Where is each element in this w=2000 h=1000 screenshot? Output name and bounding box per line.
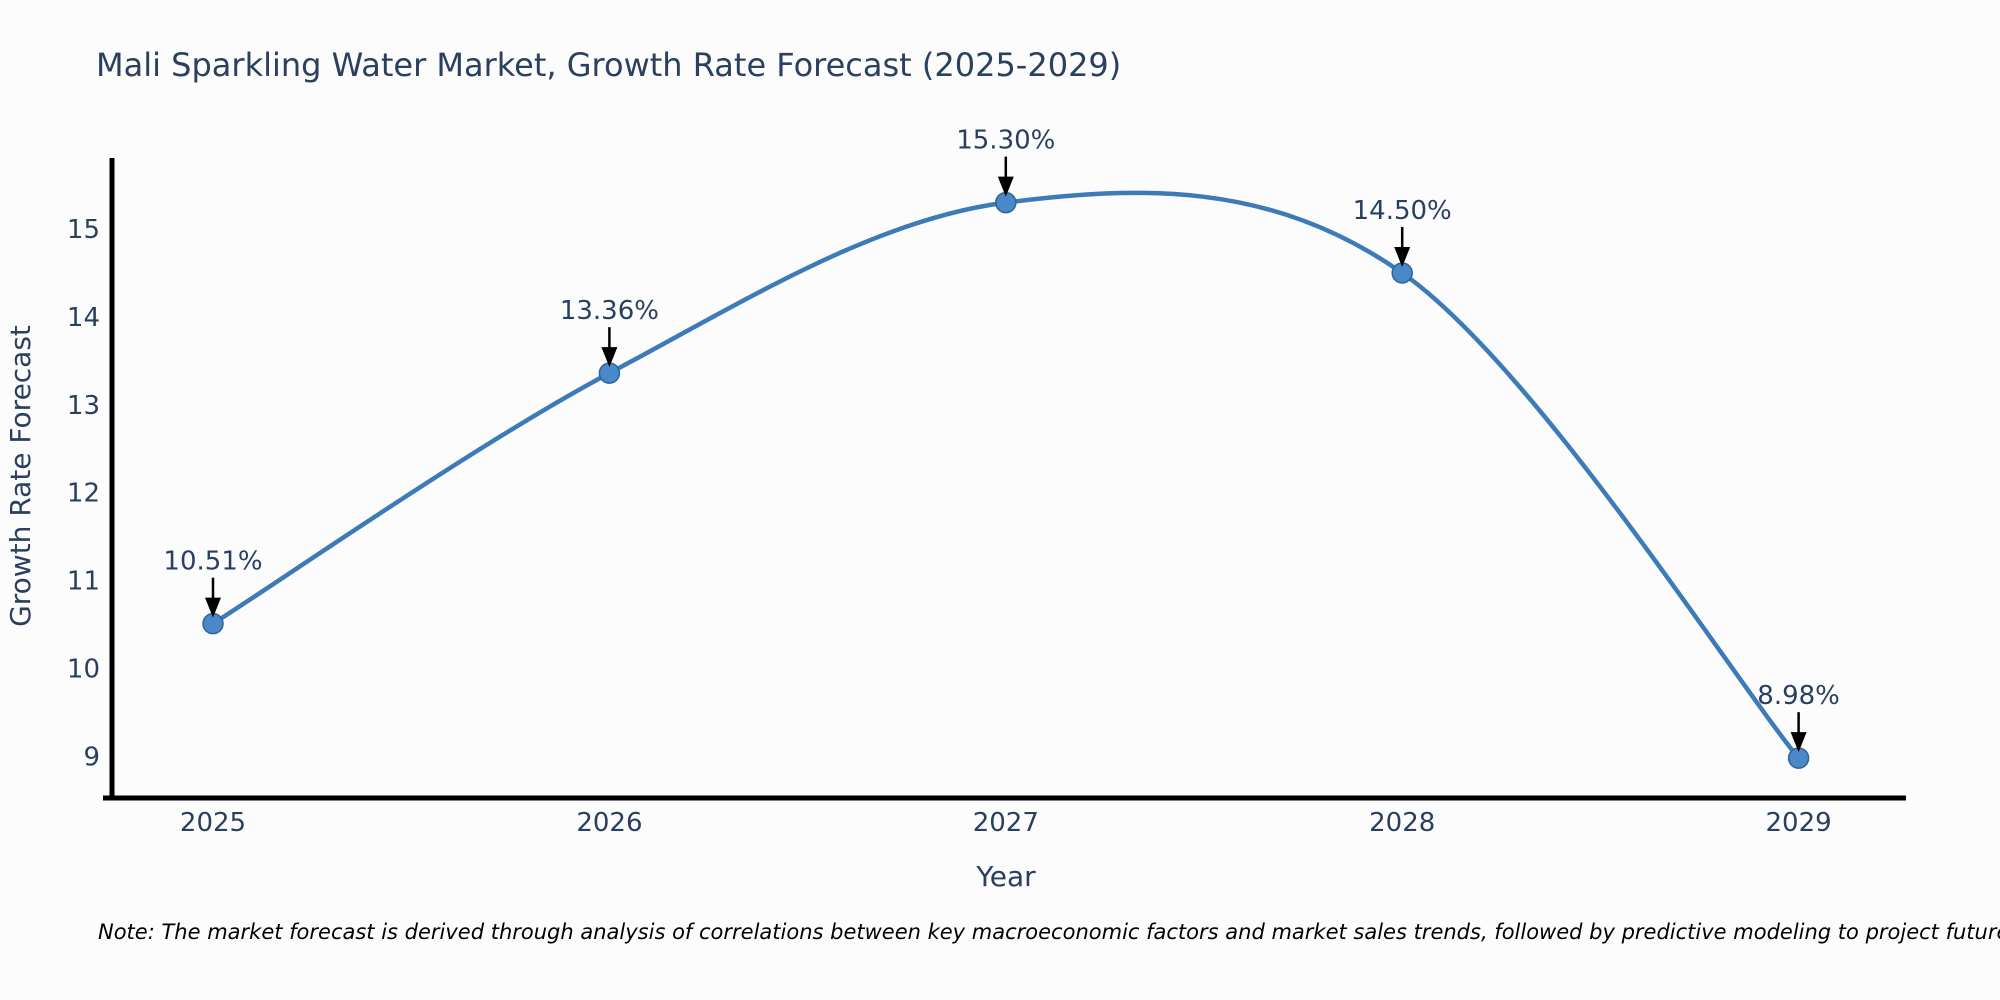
annotation-arrowhead [205,597,221,618]
y-tick-label: 9 [83,742,100,772]
point-value-label: 8.98% [1757,681,1840,711]
y-tick-label: 11 [67,567,100,597]
annotation-arrowhead [1790,732,1807,753]
annotation-arrowhead [601,347,618,368]
forecast-line [211,190,1801,760]
x-tick-label: 2027 [973,808,1039,838]
y-axis-title: Growth Rate Forecast [4,325,37,627]
x-axis-title: Year [975,860,1036,893]
x-tick-label: 2026 [576,808,642,838]
y-tick-label: 10 [67,655,100,685]
footnote: Note: The market forecast is derived thr… [98,920,2000,944]
point-value-label: 14.50% [1353,196,1452,226]
y-tick-label: 12 [67,479,100,509]
annotation-arrowhead [1394,246,1411,267]
annotation-arrowhead [997,176,1014,197]
y-tick-label: 13 [67,391,100,421]
point-value-label: 13.36% [560,296,659,326]
y-tick-label: 14 [67,303,100,333]
x-tick-label: 2028 [1369,808,1435,838]
point-value-label: 10.51% [163,547,262,577]
x-tick-label: 2029 [1766,808,1832,838]
y-tick-label: 15 [67,215,100,245]
point-value-label: 15.30% [956,126,1055,156]
chart-title: Mali Sparkling Water Market, Growth Rate… [96,46,1122,84]
x-tick-label: 2025 [180,808,246,838]
